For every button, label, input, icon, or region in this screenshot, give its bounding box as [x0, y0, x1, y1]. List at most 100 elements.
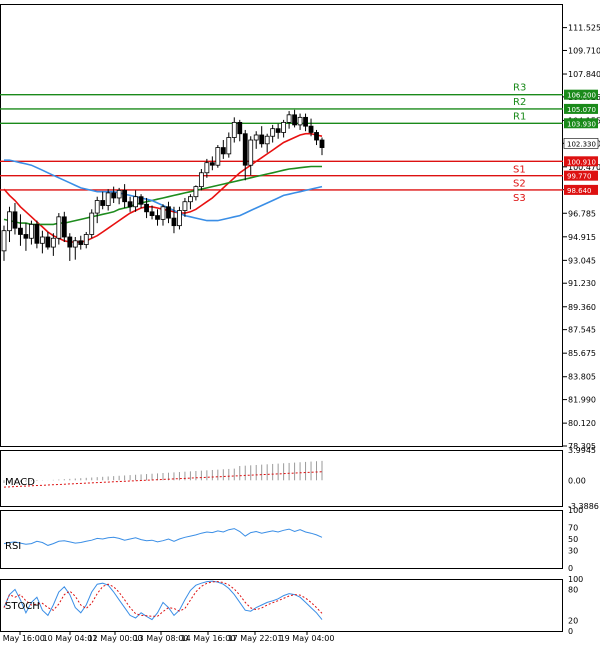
candle-bullish: [264, 135, 270, 145]
macd-panel-title: MACD: [5, 477, 35, 488]
level-price-tag-r3: [564, 89, 598, 100]
current-price-tag-text: 102.330: [567, 140, 596, 148]
macd-y-tick-label: 3.9945: [568, 446, 596, 455]
macd-panel: 3.9945 0.00 -3.3886: [0, 446, 599, 511]
candle-bullish: [160, 206, 166, 220]
candle-bearish: [314, 132, 319, 141]
candle-bearish: [138, 196, 144, 205]
candle-bearish: [100, 200, 106, 206]
level-price-tag-text-r1: 103.930: [567, 120, 596, 128]
candle-bullish: [248, 139, 254, 166]
candle-bullish: [94, 200, 100, 214]
candle-bullish: [226, 137, 232, 155]
rsi-y-tick-label: 0: [568, 564, 573, 573]
candle-bearish: [259, 134, 265, 145]
candle-bearish: [12, 211, 18, 229]
price-y-tick-label: 111.525: [568, 24, 600, 33]
candle-bearish: [166, 206, 171, 219]
x-axis-tick-label: 13 May 08:00: [134, 634, 189, 643]
candle-bearish: [127, 201, 133, 208]
stoch-panel-title: STOCH: [5, 601, 40, 612]
candle-bullish: [7, 211, 12, 232]
price-y-tick-label: 91.230: [568, 279, 596, 288]
level-label-s3: S3: [513, 193, 526, 204]
x-axis-tick-label: 17 May 22:01: [228, 634, 283, 643]
stoch-y-tick-label: 0: [568, 627, 573, 636]
candle-bullish: [72, 240, 78, 248]
rsi-panel-frame: [0, 510, 563, 569]
price-y-tick-label: 81.990: [568, 396, 596, 405]
rsi-panel-title: RSI: [5, 541, 21, 552]
candle-bullish: [297, 116, 303, 126]
rsi-y-tick-label: 50: [568, 535, 578, 544]
candle-bullish: [56, 216, 62, 239]
level-price-tag-s2: [564, 170, 598, 181]
candle-bearish: [303, 116, 308, 127]
level-price-tag-text-s1: 100.910: [567, 158, 596, 166]
stoch-d-line: [3, 581, 323, 617]
stoch-panel-frame: [0, 579, 563, 632]
stoch-y-tick-label: 20: [568, 617, 578, 626]
candle-bearish: [171, 217, 177, 227]
price-y-tick-label: 96.785: [568, 209, 596, 218]
candle-bearish: [209, 162, 215, 166]
macd-signal-line: [3, 471, 323, 488]
x-axis-tick-label: 14 May 16:00: [181, 634, 236, 643]
level-price-tag-text-s3: 98.640: [567, 187, 592, 195]
stoch-y-tick-label: 100: [568, 575, 583, 584]
candle-bearish: [122, 189, 128, 203]
candle-bullish: [105, 192, 111, 206]
price-y-tick-label: 87.545: [568, 326, 596, 335]
level-price-tag-text-r2: 105.070: [567, 106, 596, 114]
level-price-tag-r2: [564, 103, 598, 114]
level-label-r3: R3: [513, 83, 526, 94]
candle-bearish: [67, 236, 73, 248]
level-label-s2: S2: [513, 179, 526, 190]
rsi-y-tick-label: 70: [568, 523, 578, 532]
candle-bullish: [182, 201, 188, 211]
macd-y-tick-label: 0.00: [568, 476, 586, 485]
candle-bullish: [281, 121, 287, 133]
price-y-tick-label: 89.360: [568, 303, 596, 312]
candle-bearish: [149, 211, 155, 216]
candle-bullish: [215, 147, 221, 166]
level-label-r2: R2: [513, 97, 526, 108]
candle-bearish: [144, 203, 149, 213]
candle-bullish: [177, 210, 182, 227]
level-price-tag-s1: [564, 156, 598, 167]
current-price-tag: [563, 138, 599, 149]
candle-bearish: [220, 147, 226, 155]
price-panel: 111.525109.710107.840106.025104.155102.3…: [0, 4, 600, 451]
price-y-tick-label: 100.470: [568, 163, 600, 172]
price-y-tick-label: 83.805: [568, 373, 596, 382]
candle-bullish: [39, 236, 45, 244]
candle-bearish: [111, 192, 117, 199]
x-axis-tick-label: 7 May 16:00: [0, 634, 45, 643]
x-axis-tick-label: 19 May 04:00: [280, 634, 335, 643]
level-price-tag-text-r3: 106.200: [567, 92, 596, 100]
level-price-tag-r1: [564, 118, 598, 129]
price-y-tick-label: 94.915: [568, 233, 596, 242]
level-label-s1: S1: [513, 164, 526, 175]
candle-bullish: [83, 234, 89, 245]
candle-bearish: [34, 224, 40, 244]
candle-bearish: [319, 139, 325, 148]
candle-bearish: [23, 234, 29, 239]
candle-bullish: [270, 128, 276, 137]
candle-bearish: [308, 125, 314, 133]
candle-bullish: [253, 134, 259, 141]
macd-y-tick-label: -3.3886: [568, 502, 599, 511]
candle-bearish: [18, 227, 23, 235]
candle-bullish: [50, 237, 56, 248]
stoch-y-tick-label: 80: [568, 585, 578, 594]
candle-bearish: [292, 114, 297, 126]
rsi-line: [3, 528, 323, 546]
price-y-tick-label: 80.120: [568, 419, 596, 428]
candle-bearish: [275, 128, 281, 133]
candle-bullish: [286, 114, 292, 123]
candle-bearish: [237, 121, 243, 135]
macd-panel-frame: [0, 450, 563, 507]
price-y-tick-label: 107.840: [568, 70, 600, 79]
